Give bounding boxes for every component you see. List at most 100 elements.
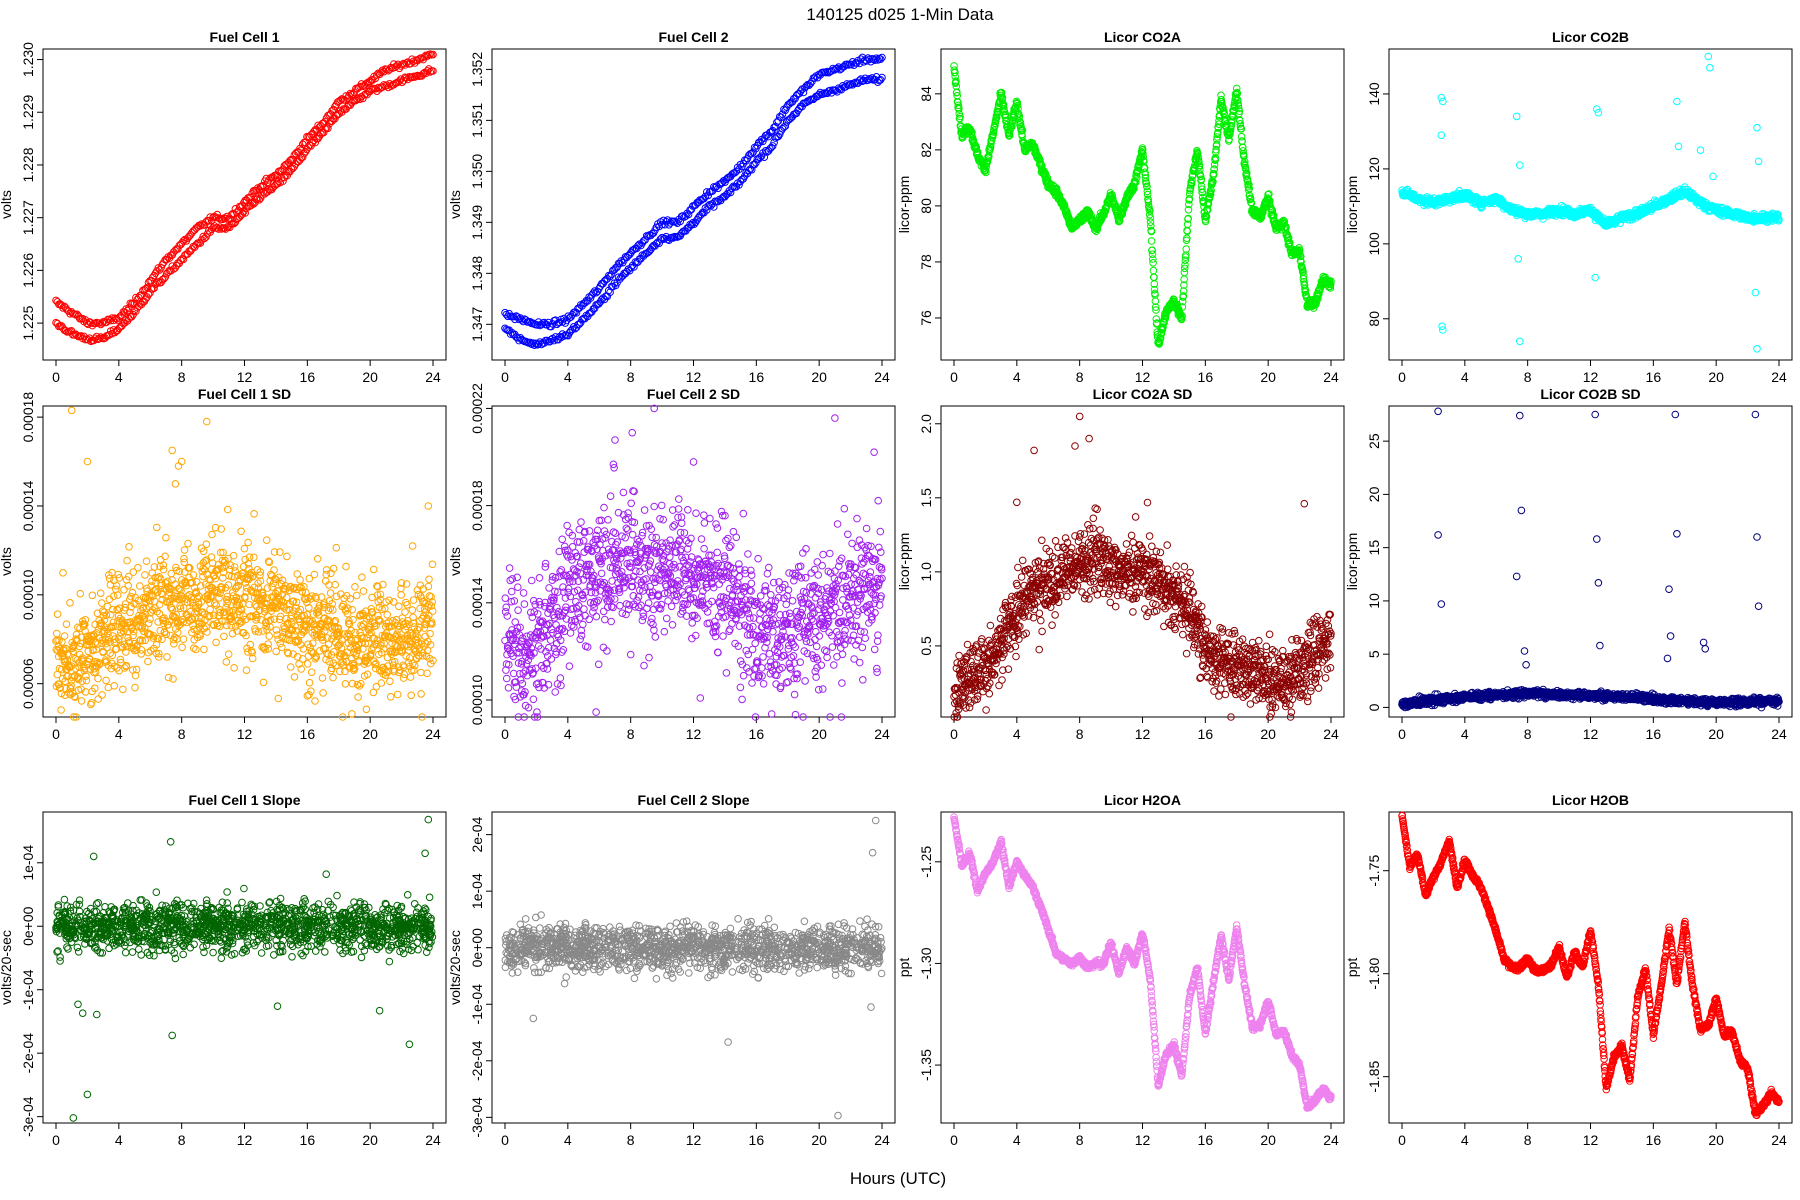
data-point xyxy=(222,658,231,666)
y-tick-label: 1.352 xyxy=(469,52,485,87)
data-point xyxy=(110,682,118,690)
y-tick-label: 1.351 xyxy=(469,103,485,138)
y-tick-label: 1.225 xyxy=(20,305,36,340)
data-point xyxy=(1591,273,1599,282)
data-point xyxy=(220,632,228,641)
panel-title: Fuel Cell 1 SD xyxy=(198,386,291,402)
data-point xyxy=(95,334,104,343)
data-point xyxy=(250,510,258,518)
data-point xyxy=(278,643,286,652)
y-tick-label: 0.00010 xyxy=(20,569,36,620)
data-point xyxy=(319,689,327,697)
data-point xyxy=(242,666,251,675)
data-point xyxy=(1512,112,1521,121)
data-point xyxy=(1751,288,1760,297)
y-tick-label: 100 xyxy=(1366,232,1382,256)
x-tick-label: 16 xyxy=(1646,369,1662,385)
data-point xyxy=(1150,273,1158,282)
data-point xyxy=(347,654,356,663)
data-point xyxy=(1673,97,1681,106)
data-point xyxy=(60,632,69,640)
y-tick-label: 120 xyxy=(1366,157,1382,181)
data-point xyxy=(383,611,392,619)
data-point xyxy=(82,676,91,685)
panel-fc1sd: Fuel Cell 1 SD0 4 8 12 16 20 240.000060.000100… xyxy=(0,386,447,742)
x-tick-label: 24 xyxy=(425,369,441,385)
data-point xyxy=(212,638,220,647)
x-tick-label: 12 xyxy=(1583,369,1599,385)
data-point xyxy=(1437,93,1446,102)
data-point xyxy=(1149,266,1158,275)
data-point xyxy=(406,673,415,681)
panel-title: Fuel Cell 2 xyxy=(658,29,728,45)
data-point xyxy=(386,693,395,701)
x-tick-label: 4 xyxy=(564,369,572,385)
data-point xyxy=(331,580,340,589)
data-point xyxy=(179,635,188,644)
x-tick-label: 24 xyxy=(425,726,441,742)
data-point xyxy=(351,583,359,591)
data-point xyxy=(409,596,418,604)
x-tick-label: 20 xyxy=(362,369,378,385)
data-point xyxy=(200,645,208,654)
data-point xyxy=(53,610,62,619)
data-point xyxy=(339,600,348,609)
x-tick-label: 4 xyxy=(1461,369,1469,385)
data-point xyxy=(250,553,258,562)
data-point xyxy=(403,601,411,609)
data-point xyxy=(262,536,271,545)
y-tick-label: 1.350 xyxy=(469,154,485,189)
plot-frame xyxy=(491,48,896,361)
data-point xyxy=(1753,345,1761,353)
data-point xyxy=(348,605,357,614)
data-point xyxy=(329,673,337,682)
data-point xyxy=(180,546,189,554)
panel-fc1: Fuel Cell 10 4 8 12 16 20 241.2251.2261.2271.2… xyxy=(0,29,447,385)
data-point xyxy=(209,224,217,232)
data-point xyxy=(53,629,61,638)
data-point xyxy=(120,586,128,594)
data-point xyxy=(62,620,71,629)
data-point xyxy=(313,555,322,563)
data-point xyxy=(348,710,356,718)
data-point xyxy=(1514,254,1522,263)
x-tick-label: 0 xyxy=(52,369,60,385)
data-point xyxy=(310,570,319,579)
x-tick-label: 8 xyxy=(1076,369,1084,385)
data-point xyxy=(286,663,295,671)
x-tick-label: 24 xyxy=(1771,369,1787,385)
x-tick-label: 16 xyxy=(749,369,765,385)
panel-title: Licor CO2A xyxy=(1104,29,1181,45)
data-point xyxy=(206,213,214,221)
data-point xyxy=(354,693,362,701)
data-point xyxy=(199,232,207,241)
data-point xyxy=(307,668,316,677)
data-point xyxy=(373,71,381,79)
data-point xyxy=(178,643,186,652)
data-point xyxy=(358,573,366,582)
y-tick-label: 1.230 xyxy=(20,42,36,77)
data-point xyxy=(1147,237,1156,245)
panel-title: Fuel Cell 1 xyxy=(209,29,279,45)
data-point xyxy=(349,615,357,624)
y-tick-label: 1.226 xyxy=(20,253,36,288)
data-point xyxy=(164,673,173,682)
points-co2b xyxy=(1398,52,1783,353)
data-point xyxy=(383,65,391,74)
y-tick-label: 84 xyxy=(918,86,934,102)
data-point xyxy=(202,540,211,549)
y-tick-label: 1.229 xyxy=(20,95,36,130)
x-tick-label: 4 xyxy=(115,369,123,385)
data-point xyxy=(296,576,304,584)
data-point xyxy=(226,561,235,570)
data-point xyxy=(1706,63,1714,72)
data-point xyxy=(1754,157,1763,166)
data-point xyxy=(322,566,331,574)
data-point xyxy=(1182,245,1190,253)
data-point xyxy=(369,565,378,574)
y-tick-label: 78 xyxy=(918,254,934,270)
data-point xyxy=(265,632,274,640)
data-point xyxy=(162,533,170,542)
y-axis-label: volts xyxy=(447,190,463,219)
